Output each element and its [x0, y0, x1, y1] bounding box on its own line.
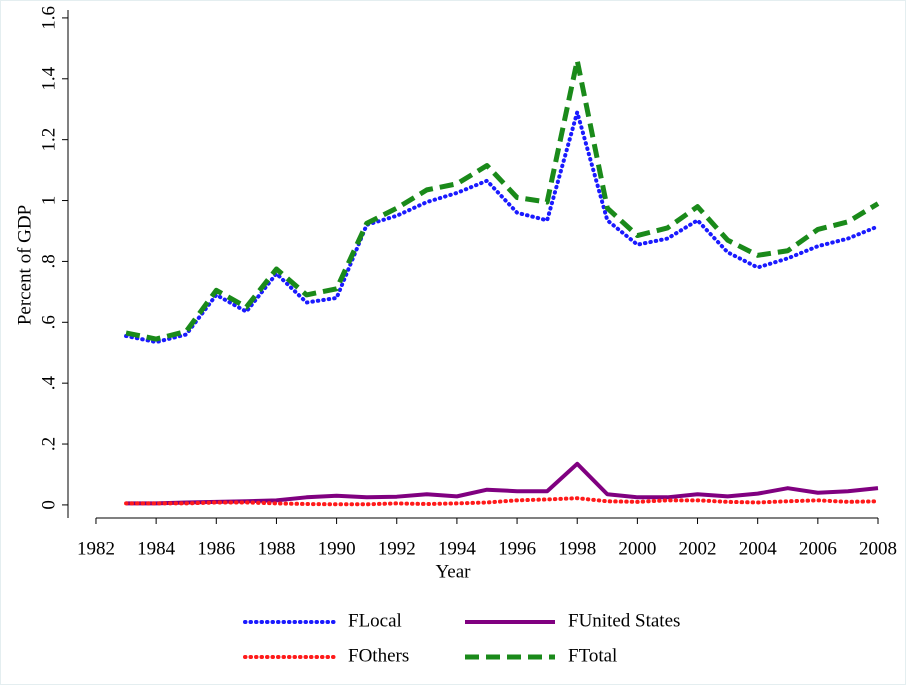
y-tick-label: .2 — [38, 437, 59, 451]
x-tick-label: 1990 — [318, 538, 356, 559]
x-tick-label: 2008 — [859, 538, 897, 559]
y-tick-label: 1.2 — [38, 128, 59, 152]
y-tick-label: .8 — [38, 254, 59, 268]
legend-label: FLocal — [348, 610, 402, 631]
x-tick-label: 1982 — [77, 538, 115, 559]
y-tick-label: 0 — [38, 500, 59, 510]
x-tick-label: 1996 — [498, 538, 536, 559]
series-line — [124, 496, 880, 507]
x-tick-label: 1988 — [257, 538, 295, 559]
x-tick-label: 2002 — [679, 538, 717, 559]
x-tick-label: 2006 — [799, 538, 837, 559]
y-tick-label: 1.6 — [38, 6, 59, 30]
x-tick-label: 1984 — [137, 538, 176, 559]
legend-label: FTotal — [568, 645, 617, 666]
series-line — [124, 110, 880, 345]
x-tick-label: 1992 — [378, 538, 416, 559]
x-tick-label: 1998 — [558, 538, 596, 559]
legend-label: FUnited States — [568, 610, 680, 631]
y-tick-label: 1 — [38, 196, 59, 206]
x-axis-label: Year — [435, 561, 471, 582]
y-axis-label: Percent of GDP — [14, 205, 35, 325]
x-tick-label: 1986 — [197, 538, 235, 559]
y-tick-label: .4 — [38, 376, 59, 391]
x-tick-label: 1994 — [438, 538, 477, 559]
legend-label: FOthers — [348, 645, 409, 666]
y-tick-label: .6 — [38, 315, 59, 329]
y-tick-label: 1.4 — [38, 66, 59, 90]
x-tick-label: 2004 — [739, 538, 778, 559]
series-line — [125, 58, 880, 342]
x-tick-label: 2000 — [618, 538, 656, 559]
